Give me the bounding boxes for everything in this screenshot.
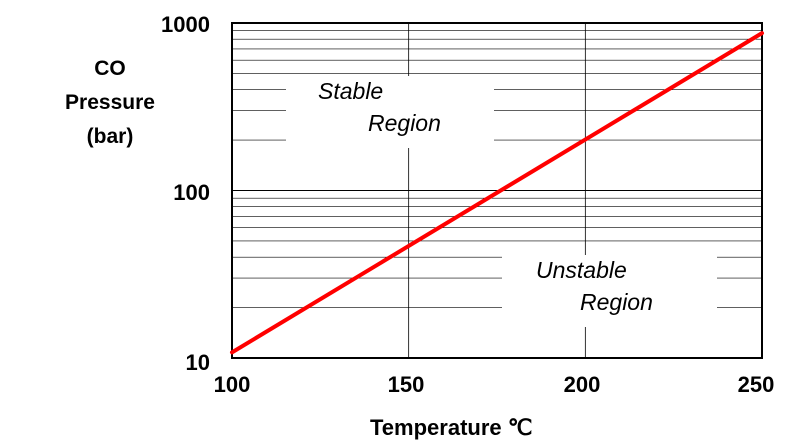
y-tick-label: 1000 (161, 12, 210, 37)
x-tick-label: 200 (564, 372, 601, 397)
y-axis-label-line: (bar) (86, 125, 134, 148)
stable-region-annotation: Stable Region (286, 76, 494, 148)
y-axis-label-line: CO (94, 57, 126, 80)
unstable-region-annotation: Unstable Region (502, 255, 717, 327)
unstable-region-line: Region (580, 289, 653, 315)
x-axis-label: Temperature ℃ (370, 415, 533, 440)
x-tick-label: 250 (738, 372, 775, 397)
plot-frame (231, 22, 763, 359)
x-tick-label: 150 (388, 372, 425, 397)
y-axis-label-line: Pressure (65, 91, 155, 114)
y-tick-label: 100 (173, 180, 210, 205)
stable-region-line: Stable (318, 78, 384, 104)
stable-region-line: Region (368, 110, 441, 136)
y-tick-label: 10 (186, 350, 210, 375)
unstable-region-line: Unstable (536, 257, 627, 283)
x-tick-label: 100 (214, 372, 251, 397)
y-axis-label: CO Pressure (bar) (40, 52, 180, 154)
series-line (230, 31, 764, 355)
